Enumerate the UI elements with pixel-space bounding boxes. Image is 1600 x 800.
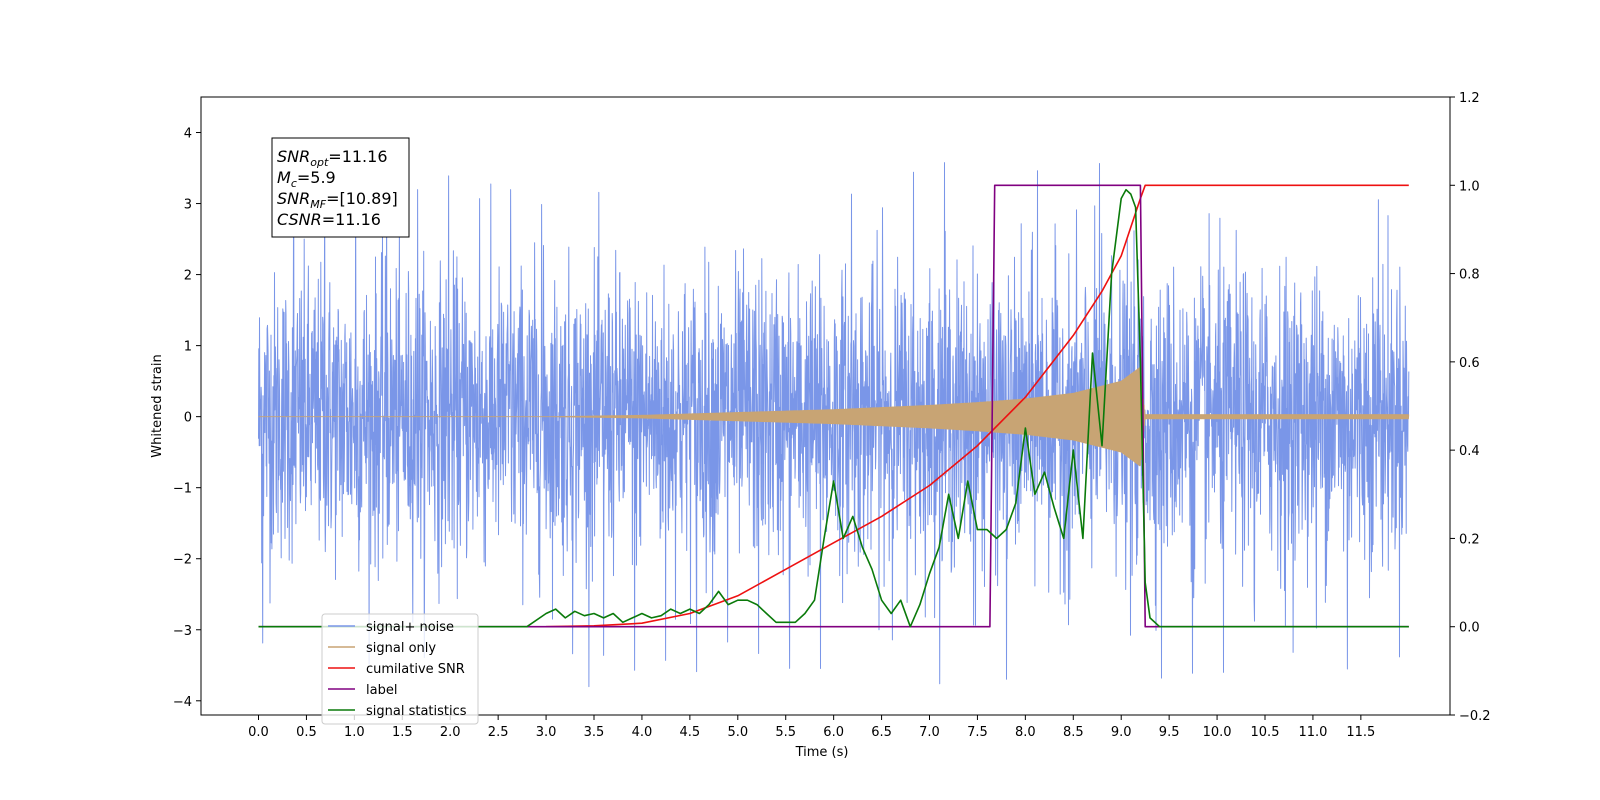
legend-item-label: cumilative SNR [366, 662, 465, 677]
y-right-tick-label: 0.0 [1459, 621, 1480, 636]
snr-annotation-box: SNRopt=11.16Mc=5.9SNRMF=[10.89]CSNR=11.1… [271, 137, 410, 238]
x-tick-label: 9.5 [1159, 725, 1180, 740]
x-tick-label: 4.0 [632, 725, 653, 740]
y-axis-right: 1.2 1.0 0.8 0.6 0.4 0.2 0.0 −0.2 [1450, 91, 1491, 724]
x-tick-label: 7.0 [919, 725, 940, 740]
x-tick-label: 6.5 [871, 725, 892, 740]
x-tick-label: 10.0 [1203, 725, 1232, 740]
y-left-tick-label: 4 [184, 127, 192, 142]
x-tick-label: 8.5 [1063, 725, 1084, 740]
y-right-tick-label: 1.2 [1459, 91, 1480, 106]
y-left-tick-label: −4 [173, 695, 192, 710]
legend-item-label: label [366, 683, 397, 698]
y-right-tick-label: 0.6 [1459, 356, 1480, 371]
x-tick-label: 3.0 [536, 725, 557, 740]
x-tick-label: 11.0 [1298, 725, 1327, 740]
x-tick-label: 4.5 [680, 725, 701, 740]
series-line-signal-only [258, 366, 1410, 467]
legend-frame [321, 613, 479, 725]
y-left-tick-label: −1 [173, 482, 192, 497]
x-tick-label: 1.5 [392, 725, 413, 740]
x-tick-label: 9.0 [1111, 725, 1132, 740]
y-left-tick-label: 3 [184, 198, 192, 213]
x-tick-label: 0.5 [296, 725, 317, 740]
annotation-line: CSNR=11.16 [277, 210, 381, 229]
annotation-line: Mc=5.9 [277, 168, 336, 190]
y-right-tick-label: 1.0 [1459, 179, 1480, 194]
plot-frame [200, 96, 1451, 716]
series-line-signal-statistics [258, 188, 1409, 628]
plot-area [258, 153, 1410, 688]
legend-item-label: signal+ noise [366, 620, 454, 635]
annotation-frame [271, 137, 410, 238]
y-axis-title: Whitened strain [150, 354, 165, 457]
y-left-tick-label: 2 [184, 269, 192, 284]
x-tick-label: 1.0 [344, 725, 365, 740]
y-left-tick-label: −3 [173, 624, 192, 639]
x-axis: 0.0 0.5 1.0 1.5 2.0 2.5 3.0 3.5 4.0 4.5 5.0 5.5 6.0 6… [248, 715, 1375, 740]
annotation-line: SNRMF=[10.89] [277, 189, 398, 211]
y-right-tick-label: −0.2 [1459, 709, 1491, 724]
y-right-tick-label: 0.2 [1459, 532, 1480, 547]
x-tick-label: 2.0 [440, 725, 461, 740]
y-right-tick-label: 0.4 [1459, 444, 1480, 459]
x-axis-title: Time (s) [795, 745, 849, 760]
x-tick-label: 7.5 [967, 725, 988, 740]
x-tick-label: 2.5 [488, 725, 509, 740]
legend: signal+ noise signal only cumilative SNR la… [321, 613, 479, 725]
y-left-tick-label: 1 [184, 340, 192, 355]
annotation-line: SNRopt=11.16 [277, 147, 388, 169]
x-tick-label: 8.0 [1015, 725, 1036, 740]
y-left-tick-label: 0 [184, 411, 192, 426]
y-left-tick-label: −2 [173, 553, 192, 568]
x-tick-label: 6.0 [823, 725, 844, 740]
x-tick-label: 3.5 [584, 725, 605, 740]
x-tick-label: 5.5 [775, 725, 796, 740]
x-tick-label: 10.5 [1251, 725, 1280, 740]
y-axis-left: 4 3 2 1 0 −1 −2 −3 −4 [173, 127, 201, 710]
legend-item-label: signal only [366, 641, 436, 656]
series-line-cumilative-snr [546, 184, 1409, 628]
x-tick-label: 11.5 [1346, 725, 1375, 740]
y-right-tick-label: 0.8 [1459, 268, 1480, 283]
x-tick-label: 5.0 [727, 725, 748, 740]
x-tick-label: 0.0 [248, 725, 269, 740]
legend-item-label: signal statistics [366, 704, 467, 719]
